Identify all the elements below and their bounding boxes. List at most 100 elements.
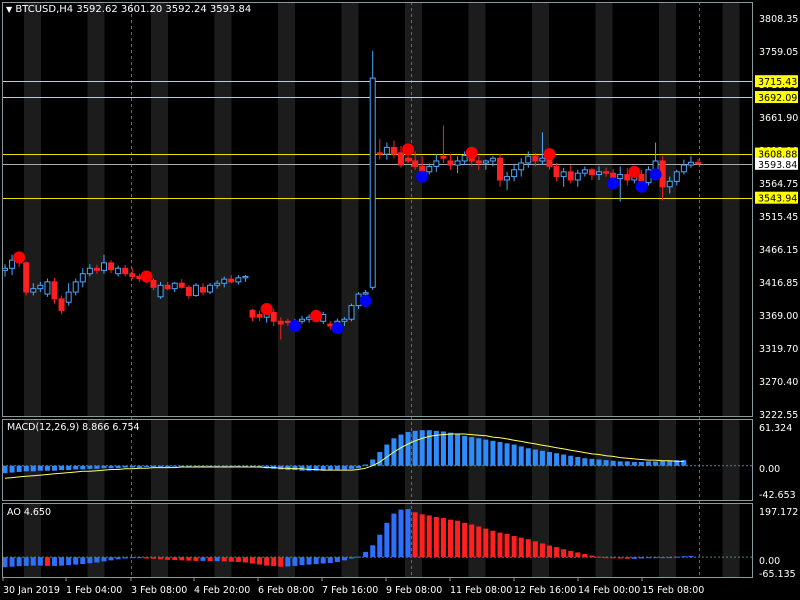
session-stripe — [659, 2, 676, 416]
price-line-tag — [755, 157, 798, 170]
macd-bar — [80, 465, 86, 470]
panel-frames — [2, 2, 753, 578]
candle-body — [256, 313, 263, 318]
macd-bar — [469, 437, 475, 466]
candle-body — [433, 160, 440, 167]
candle-body — [108, 262, 115, 271]
macd-bar — [235, 465, 241, 467]
ao-bar — [405, 509, 411, 558]
macd-bar — [356, 465, 362, 469]
ao-bar — [94, 557, 100, 563]
ao-bar — [193, 557, 199, 561]
time-tick-label: 12 Feb 16:00 — [514, 585, 576, 596]
fractal-down-marker — [649, 168, 662, 181]
macd-bar — [483, 439, 489, 466]
ao-bar — [419, 514, 425, 558]
ao-bar — [37, 557, 43, 566]
session-stripe — [151, 2, 168, 416]
candle-body — [369, 77, 376, 288]
macd-bar — [165, 465, 171, 467]
horizontal-lines[interactable] — [2, 81, 752, 199]
time-tick-label: 9 Feb 08:00 — [386, 585, 442, 596]
price-tick-label: 3369.00 — [759, 311, 798, 322]
macd-bar — [490, 440, 496, 466]
macd-signal-line — [4, 433, 684, 479]
candle-body — [122, 267, 129, 275]
session-stripe — [278, 2, 295, 416]
candle-body — [376, 152, 383, 155]
candlestick-series — [2, 50, 701, 340]
collapse-triangle-icon[interactable]: ▼ — [6, 5, 13, 14]
ao-bar — [582, 554, 588, 558]
macd-bar — [2, 465, 8, 474]
ao-bar — [681, 556, 687, 558]
macd-bar — [30, 465, 36, 472]
macd-bar — [547, 452, 552, 466]
price-line-tag-text: 3608.88 — [758, 150, 797, 161]
macd-bar — [193, 465, 199, 467]
macd-bar — [561, 454, 567, 466]
candle-body — [65, 291, 72, 303]
ao-bar — [242, 557, 248, 563]
macd-bar — [617, 461, 623, 466]
price-line-tag — [755, 191, 798, 204]
fractal-up-marker — [402, 143, 415, 156]
price-tick-label: 3319.70 — [759, 344, 798, 355]
macd-title: MACD(12,26,9) 8.866 6.754 — [7, 422, 140, 433]
macd-bar — [221, 465, 227, 467]
ao-bar — [313, 557, 319, 565]
fractal-up-marker — [13, 251, 26, 264]
fractal-up-marker — [140, 270, 153, 283]
ao-bar — [518, 537, 524, 558]
time-axis[interactable]: 30 Jan 2019 1 Feb 04:00 3 Feb 08:00 4 Feb 2… — [2, 577, 704, 596]
ao-bar — [653, 557, 659, 559]
price-axis[interactable]: 3808.353759.053710.003661.903612.103564.… — [755, 14, 798, 580]
candle-body — [207, 284, 214, 293]
macd-bar — [172, 465, 178, 467]
session-stripe — [595, 419, 613, 500]
session-stripe — [659, 419, 676, 500]
session-stripe — [87, 2, 105, 416]
price-tick-label: 3270.40 — [759, 377, 798, 388]
macd-bar — [448, 432, 453, 466]
candle-body — [86, 267, 93, 275]
ao-bar — [278, 557, 284, 567]
candle-body — [101, 262, 107, 271]
candle-body — [348, 305, 355, 320]
macd-bar — [37, 465, 43, 471]
ao-bar — [264, 557, 270, 566]
macd-tick-label: 0.00 — [759, 464, 780, 475]
candle-body — [532, 155, 539, 162]
macd-bar — [455, 433, 461, 466]
ao-bar — [455, 520, 461, 558]
candle-body — [115, 267, 122, 275]
ao-bar — [462, 522, 468, 558]
ao-bar — [165, 557, 171, 560]
macd-bar — [9, 465, 15, 473]
session-stripe — [341, 419, 359, 500]
candle-body — [617, 174, 624, 180]
candle-body — [624, 174, 631, 181]
candle-body — [93, 267, 100, 271]
ao-bar — [73, 557, 79, 565]
price-tick-label: 3661.90 — [759, 113, 798, 124]
ao-bar — [539, 543, 545, 558]
candle-body — [567, 171, 574, 181]
price-tick-label: 3808.35 — [759, 14, 798, 25]
price-tick-label: 3416.85 — [759, 278, 798, 289]
ao-bar — [483, 528, 489, 558]
macd-bar — [384, 444, 390, 466]
ao-bar — [674, 556, 680, 558]
macd-bar — [214, 465, 220, 467]
ao-bar — [646, 557, 651, 559]
macd-bar — [646, 461, 651, 466]
ao-bar — [285, 557, 291, 567]
candle-body — [560, 171, 567, 178]
candle-body — [129, 273, 136, 277]
ao-bar — [384, 522, 390, 558]
panel-frame — [2, 419, 753, 501]
ao-bar — [575, 552, 581, 558]
ao-bar — [525, 539, 531, 558]
ao-bar — [207, 557, 213, 562]
